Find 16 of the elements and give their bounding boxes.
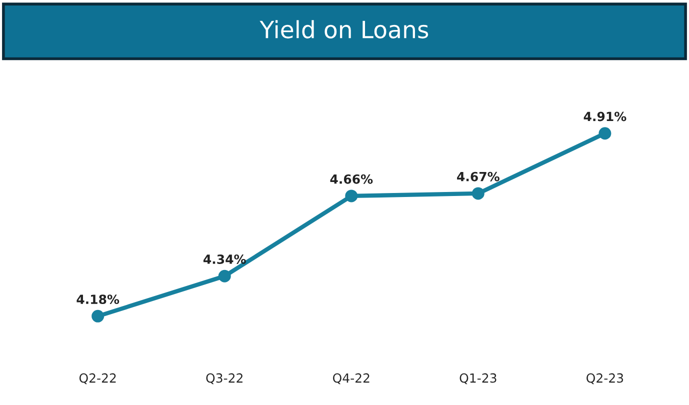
point <box>218 270 231 282</box>
point <box>92 310 104 322</box>
point <box>345 190 358 202</box>
x-tick-label: Q4-22 <box>332 373 370 384</box>
point <box>598 127 612 140</box>
chart-title: Yield on Loans <box>260 20 428 38</box>
data-label: 4.18% <box>76 294 120 304</box>
x-tick-label: Q2-23 <box>586 373 624 384</box>
data-label: 4.34% <box>203 254 246 264</box>
x-tick-label: Q1-23 <box>460 373 496 384</box>
x-tick-label: Q3-22 <box>206 373 242 384</box>
point <box>472 187 484 200</box>
data-label: 4.91% <box>584 112 626 122</box>
data-label: 4.66% <box>330 174 373 184</box>
x-tick-label: Q2-22 <box>79 373 116 384</box>
data-label: 4.67% <box>457 172 500 182</box>
